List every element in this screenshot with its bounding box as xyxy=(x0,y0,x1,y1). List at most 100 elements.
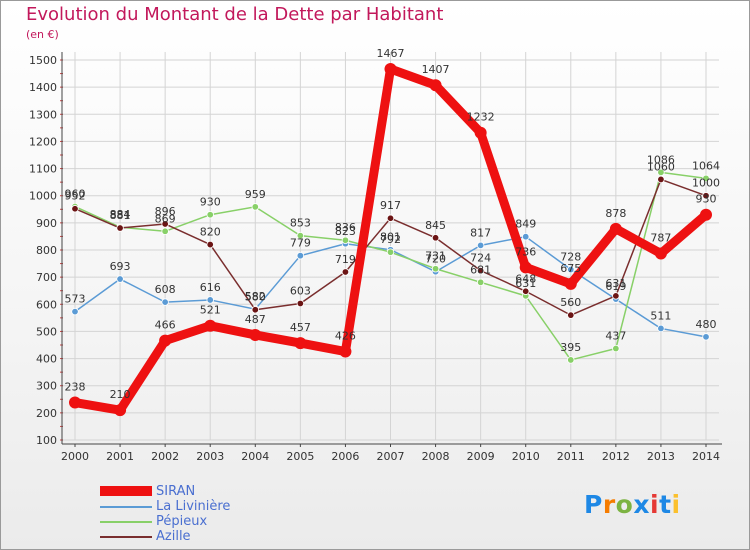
series-layer xyxy=(69,62,712,417)
y-tick-label: 200 xyxy=(36,407,57,420)
data-point-azille xyxy=(341,268,350,276)
data-label-la-liviniere: 619 xyxy=(605,280,626,293)
data-point-siran xyxy=(69,396,81,409)
x-tick-label: 2009 xyxy=(467,450,495,463)
legend-label-la-liviniere: La Livinière xyxy=(156,499,231,514)
data-label-pepieux: 395 xyxy=(560,341,581,354)
data-point-siran xyxy=(564,277,577,290)
data-point-siran xyxy=(654,247,667,260)
data-label-pepieux: 1086 xyxy=(647,153,675,166)
data-point-siran xyxy=(249,328,262,341)
data-label-siran: 736 xyxy=(515,245,536,258)
data-point-azille xyxy=(431,234,440,242)
data-label-la-liviniere: 779 xyxy=(290,237,311,250)
data-label-azille: 603 xyxy=(290,284,311,297)
y-tick-label: 600 xyxy=(36,298,57,311)
data-label-siran: 210 xyxy=(110,388,131,401)
data-label-azille: 845 xyxy=(425,219,446,232)
data-point-siran xyxy=(609,222,622,235)
data-label-la-liviniere: 823 xyxy=(335,225,356,238)
data-label-siran: 487 xyxy=(245,313,266,326)
data-point-la-liviniere xyxy=(116,275,124,283)
data-label-layer: 573 693 608 616 582 779 823 801 720 817 849 728 619 5… xyxy=(65,47,721,401)
legend-label-siran: SIRAN xyxy=(156,484,196,499)
data-point-azille xyxy=(567,311,575,319)
data-label-pepieux: 681 xyxy=(470,263,491,276)
data-label-azille: 1000 xyxy=(692,177,720,190)
data-point-siran xyxy=(429,79,442,92)
data-point-la-liviniere xyxy=(296,251,305,260)
logo-letter: P xyxy=(584,490,603,519)
data-label-azille: 648 xyxy=(515,272,536,285)
proxiti-logo: Proxiti xyxy=(584,490,681,519)
data-label-siran: 466 xyxy=(155,319,176,332)
data-point-la-liviniere xyxy=(702,333,710,341)
data-label-pepieux: 869 xyxy=(155,212,176,225)
x-tick-label: 2012 xyxy=(602,450,630,463)
x-tick-label: 2001 xyxy=(106,450,134,463)
legend-item-pepieux[interactable]: Pépieux xyxy=(100,514,300,529)
data-point-siran xyxy=(159,334,172,347)
data-point-pepieux xyxy=(431,265,440,273)
legend-label-azille: Azille xyxy=(156,529,191,544)
data-point-azille xyxy=(116,224,124,232)
y-tick-label: 400 xyxy=(36,353,57,366)
x-tick-label: 2013 xyxy=(647,450,675,463)
data-point-la-liviniere xyxy=(476,241,485,250)
x-tick-label: 2007 xyxy=(377,450,405,463)
chart-unit-label: (en €) xyxy=(26,28,59,41)
legend-item-azille[interactable]: Azille xyxy=(100,529,300,544)
data-label-azille: 724 xyxy=(470,252,491,265)
data-label-pepieux: 731 xyxy=(425,250,446,263)
data-label-azille: 1060 xyxy=(647,160,675,173)
data-label-azille: 896 xyxy=(155,205,176,218)
logo-letter: o xyxy=(615,490,634,519)
y-tick-label: 1400 xyxy=(29,81,57,94)
legend-item-la-liviniere[interactable]: La Livinière xyxy=(100,499,300,514)
data-point-azille xyxy=(702,192,710,200)
data-point-azille xyxy=(386,214,395,222)
data-label-la-liviniere: 480 xyxy=(696,318,717,331)
data-point-pepieux xyxy=(476,278,485,286)
x-tick-label: 2003 xyxy=(196,450,224,463)
y-tick-label: 1500 xyxy=(29,54,57,67)
data-label-siran: 675 xyxy=(560,262,581,275)
x-tick-label: 2006 xyxy=(331,450,359,463)
x-tick-label: 2005 xyxy=(286,450,314,463)
data-label-la-liviniere: 801 xyxy=(380,231,401,244)
data-label-azille: 952 xyxy=(65,190,86,203)
data-label-la-liviniere: 693 xyxy=(110,260,131,273)
legend-item-siran[interactable]: SIRAN xyxy=(100,484,300,499)
data-label-la-liviniere: 616 xyxy=(200,281,221,294)
data-point-pepieux xyxy=(567,356,575,364)
y-tick-label: 800 xyxy=(36,244,57,257)
data-point-la-liviniere xyxy=(161,298,169,306)
data-label-siran: 426 xyxy=(335,330,356,343)
data-point-azille xyxy=(476,266,485,275)
data-label-siran: 1407 xyxy=(422,63,450,76)
data-label-azille: 560 xyxy=(560,296,581,309)
data-point-siran xyxy=(519,261,532,274)
data-label-siran: 521 xyxy=(200,304,221,317)
y-tick-label: 1100 xyxy=(29,163,57,176)
data-label-azille: 719 xyxy=(335,253,356,266)
data-label-pepieux: 853 xyxy=(290,217,311,230)
data-point-siran xyxy=(114,404,127,417)
data-point-azille xyxy=(296,299,305,308)
x-tick-label: 2004 xyxy=(241,450,269,463)
data-label-siran: 787 xyxy=(650,232,671,245)
data-point-pepieux xyxy=(386,248,395,256)
data-label-siran: 1467 xyxy=(377,47,405,60)
y-tick-label: 1000 xyxy=(29,190,57,203)
data-point-azille xyxy=(657,175,665,184)
data-point-siran xyxy=(294,337,307,350)
data-point-pepieux xyxy=(657,168,665,177)
axis-layer: 100 200 300 400 500 600 700 800 900 1000 1100 1200 1… xyxy=(29,52,722,463)
legend-label-pepieux: Pépieux xyxy=(156,514,208,529)
legend-swatch-azille xyxy=(100,536,152,538)
chart-title: Evolution du Montant de la Dette par Hab… xyxy=(26,4,444,25)
data-label-la-liviniere: 728 xyxy=(560,251,581,264)
legend-swatch-la-liviniere xyxy=(100,506,152,508)
